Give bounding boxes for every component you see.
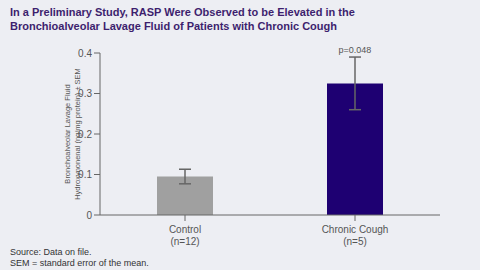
- svg-text:p=0.048: p=0.048: [339, 45, 372, 55]
- svg-text:0.2: 0.2: [78, 129, 92, 140]
- html-text:In a Preliminary Study, RASP W: In a Preliminary Study, RASP Were Observ…: [10, 6, 355, 18]
- svg-text:0.3: 0.3: [78, 88, 92, 99]
- svg-text:0.1: 0.1: [78, 169, 92, 180]
- svg-text:0.4: 0.4: [78, 48, 92, 59]
- html-text:Bronchioalveolar Lavage Fluid: Bronchioalveolar Lavage Fluid of Patient…: [10, 20, 337, 32]
- html-text:Hydroxynonenal (ng/mg protein): Hydroxynonenal (ng/mg protein) ± SEM: [73, 68, 82, 200]
- html-text:SEM = standard error of the me: SEM = standard error of the mean.: [10, 258, 149, 268]
- svg-text:0: 0: [86, 210, 92, 221]
- svg-text:Chronic Cough(n=5): Chronic Cough(n=5): [322, 224, 389, 247]
- svg-text:Control(n=12): Control(n=12): [169, 224, 201, 247]
- html-text:Source: Data on file.: Source: Data on file.: [10, 247, 92, 257]
- html-text:Bronchoalveolar Lavage Fluid: Bronchoalveolar Lavage Fluid: [63, 84, 72, 184]
